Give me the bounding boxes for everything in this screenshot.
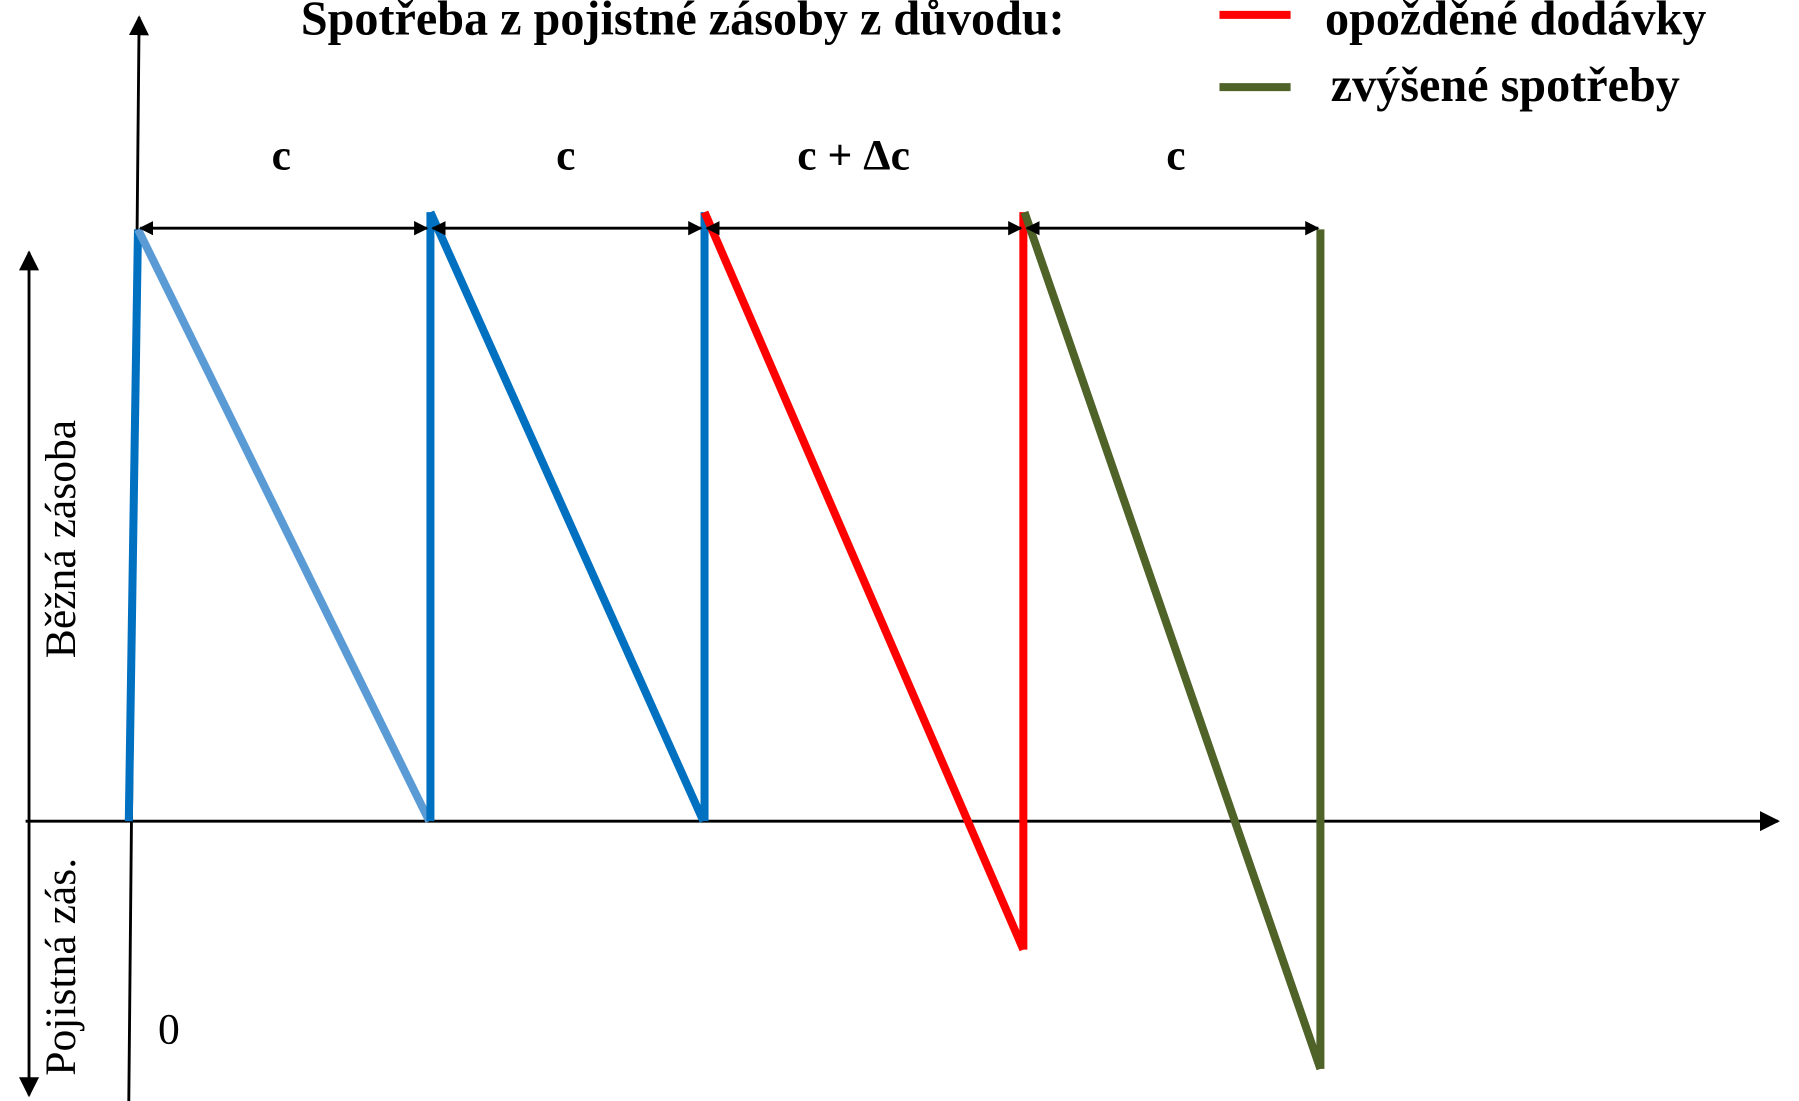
increased-consumption [1020, 210, 1325, 1071]
origin-label: 0 [158, 1006, 180, 1054]
interval-label: c + Δc [797, 132, 910, 180]
consumption [426, 210, 708, 823]
title: Spotřeba z pojistné zásoby z důvodu: [301, 0, 1065, 45]
stock-lines [124, 210, 1325, 1071]
interval-label: c [1166, 132, 1185, 180]
legend-label: opožděné dodávky [1325, 0, 1706, 45]
lower-axis-label: Pojistná zás. [37, 858, 85, 1076]
legend-label: zvýšené spotřeby [1331, 59, 1680, 112]
interval-label: c [272, 132, 291, 180]
replenish [124, 229, 142, 822]
consumption [134, 227, 433, 823]
interval-label: c [556, 132, 575, 180]
upper-axis-label: Běžná zásoba [37, 420, 85, 658]
delayed-consumption [700, 210, 1028, 952]
